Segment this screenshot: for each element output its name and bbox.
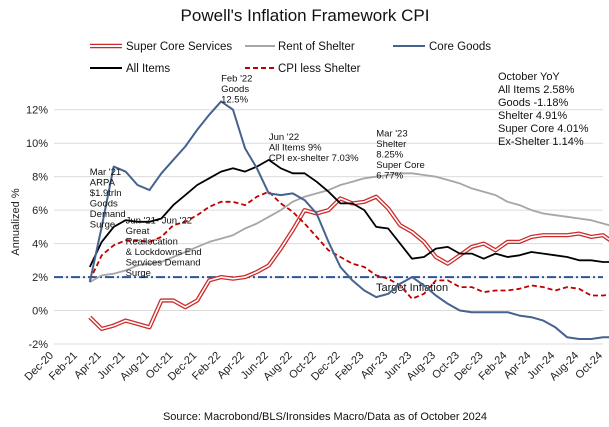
x-tick-labels: Dec-20Feb-21Apr-21Jun-21Aug-21Oct-21Dec-… bbox=[23, 350, 606, 384]
series-line-all-items bbox=[88, 158, 609, 268]
annotation-3-line-2: Reallocation bbox=[126, 237, 178, 248]
summary-line-3: Shelter 4.91% bbox=[498, 110, 567, 122]
annotation-3-line-4: Services Demand bbox=[126, 258, 201, 269]
legend: Super Core Services Rent of Shelter Core… bbox=[90, 41, 491, 75]
legend-item-all-items: All Items bbox=[90, 63, 170, 75]
annotation-3-line-3: & Lockdowns End bbox=[126, 247, 202, 258]
annotation-2-line-1: All Items 9% bbox=[269, 142, 322, 153]
legend-item-cpi-less-shelter: CPI less Shelter bbox=[245, 63, 361, 75]
y-tick-label-5: 8% bbox=[32, 172, 48, 184]
annotation-4-line-2: 8.25% bbox=[376, 150, 403, 161]
summary-line-0: October YoY bbox=[498, 71, 560, 83]
annotation-4-line-4: 6.77% bbox=[376, 171, 403, 182]
annotation-4-line-1: Shelter bbox=[376, 139, 406, 150]
y-tick-label-0: -2% bbox=[28, 339, 48, 351]
y-tick-label-7: 12% bbox=[26, 105, 48, 117]
annotation-3-line-1: Great bbox=[126, 226, 150, 237]
annotation-1-line-0: Feb '22 bbox=[221, 73, 252, 84]
summary-line-4: Super Core 4.01% bbox=[498, 123, 589, 135]
legend-label-cpi-less-shelter: CPI less Shelter bbox=[278, 63, 361, 75]
annotation-3-line-5: Surge bbox=[126, 268, 151, 279]
legend-label-rent-of-shelter: Rent of Shelter bbox=[278, 41, 355, 53]
annotation-4: Mar '23 Shelter 8.25% Super Core 6.77% bbox=[376, 129, 425, 182]
annotation-2-line-2: CPI ex-shelter 7.03% bbox=[269, 153, 359, 164]
legend-item-core-goods: Core Goods bbox=[393, 41, 491, 53]
annotation-1: Feb '22 Goods 12.5% bbox=[221, 73, 252, 105]
annotation-0: Mar '21 ARPA $1.9trln Goods Demand Surge bbox=[90, 167, 126, 231]
target-inflation-label: Target Inflation bbox=[376, 282, 448, 294]
annotation-0-line-4: Demand bbox=[90, 209, 126, 220]
annotation-3: Jun '21- Jun '22 Great Reallocation & Lockd… bbox=[126, 216, 202, 280]
legend-item-super-core-services: Super Core Services bbox=[90, 41, 232, 53]
summary-line-2: Goods -1.18% bbox=[498, 97, 569, 109]
series-line-core-goods bbox=[88, 100, 609, 340]
summary-line-5: Ex-Shelter 1.14% bbox=[498, 136, 584, 148]
annotation-1-line-2: 12.5% bbox=[221, 94, 248, 105]
legend-label-super-core-services: Super Core Services bbox=[126, 41, 232, 53]
annotation-1-line-1: Goods bbox=[221, 84, 249, 95]
source-note: Source: Macrobond/BLS/Ironsides Macro/Da… bbox=[163, 411, 487, 423]
y-tick-label-4: 6% bbox=[32, 205, 48, 217]
series-lines bbox=[88, 100, 609, 340]
legend-label-all-items: All Items bbox=[126, 63, 170, 75]
series-line-super-core-services-inner bbox=[89, 195, 609, 330]
x-tick-label-23: Oct-24 bbox=[573, 350, 605, 382]
y-tick-label-2: 2% bbox=[32, 272, 48, 284]
annotation-2: Jun '22 All Items 9% CPI ex-shelter 7.03% bbox=[269, 132, 359, 164]
annotation-2-line-0: Jun '22 bbox=[269, 132, 299, 143]
y-axis-label: Annualized % bbox=[10, 188, 22, 255]
target-inflation-line: Target Inflation bbox=[54, 276, 603, 294]
series-line-cpi-less-shelter bbox=[88, 190, 609, 300]
chart-title: Powell's Inflation Framework CPI bbox=[181, 6, 430, 25]
series-line-rent-of-shelter bbox=[89, 172, 609, 283]
y-tick-labels: -2% 0% 2% 4% 6% 8% 10% 12% bbox=[26, 105, 48, 351]
annotation-0-line-1: ARPA bbox=[90, 177, 116, 188]
annotation-4-line-3: Super Core bbox=[376, 160, 425, 171]
legend-item-rent-of-shelter: Rent of Shelter bbox=[245, 41, 355, 53]
y-tick-label-3: 4% bbox=[32, 239, 48, 251]
annotation-0-line-5: Surge bbox=[90, 219, 115, 230]
legend-label-core-goods: Core Goods bbox=[429, 41, 491, 53]
annotation-4-line-0: Mar '23 bbox=[376, 129, 407, 140]
annotation-3-line-0: Jun '21- Jun '22 bbox=[126, 216, 192, 227]
y-tick-label-1: 0% bbox=[32, 306, 48, 318]
annotation-0-line-0: Mar '21 bbox=[90, 167, 121, 178]
annotation-0-line-2: $1.9trln bbox=[90, 188, 122, 199]
annotation-0-line-3: Goods bbox=[90, 198, 118, 209]
summary-box: October YoY All Items 2.58% Goods -1.18%… bbox=[498, 71, 589, 148]
summary-line-1: All Items 2.58% bbox=[498, 84, 575, 96]
y-tick-label-6: 10% bbox=[26, 138, 48, 150]
